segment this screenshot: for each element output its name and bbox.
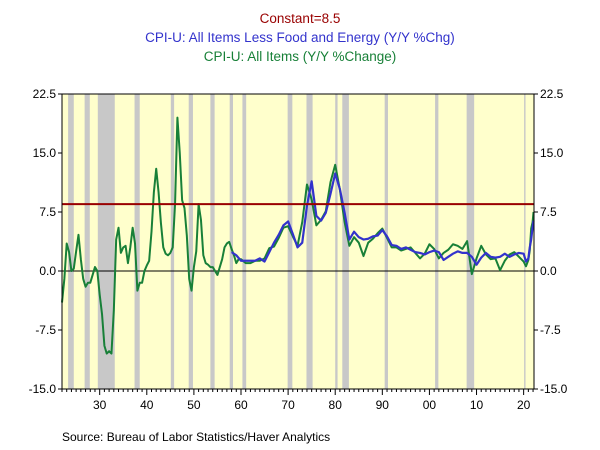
recession-band-15: [466, 94, 475, 389]
x-tick-label: 50: [187, 398, 201, 412]
y-tick-label-left: 15.0: [33, 146, 57, 160]
x-tick-label: 20: [517, 398, 531, 412]
recession-band-8: [242, 94, 247, 389]
y-tick-label-left: -7.5: [35, 323, 56, 337]
recession-band-16: [524, 94, 526, 389]
x-tick-label: 90: [376, 398, 390, 412]
series-layer: [61, 116, 535, 355]
x-tick-label: 60: [234, 398, 248, 412]
recession-band-9: [287, 94, 293, 389]
recession-band-6: [210, 94, 215, 389]
recession-band-0: [68, 94, 74, 389]
y-tick-label-left: -15.0: [29, 382, 57, 396]
recession-band-13: [384, 94, 388, 389]
x-tick-label: 80: [329, 398, 343, 412]
x-tick-label: 70: [281, 398, 295, 412]
recession-bands: [68, 94, 526, 389]
legend: Constant=8.5 CPI-U: All Items Less Food …: [145, 11, 455, 64]
core-cpi-line: [230, 172, 535, 266]
y-axis-left: 22.5 15.0 7.5 0.0 -7.5 -15.0: [29, 87, 62, 396]
legend-entry-core-cpi: CPI-U: All Items Less Food and Energy (Y…: [145, 30, 455, 45]
recession-band-12: [342, 94, 349, 389]
y-axis-right: 22.5 15.0 7.5 0.0 -7.5 -15.0: [534, 87, 568, 396]
legend-entry-all-items-cpi: CPI-U: All Items (Y/Y %Change): [204, 49, 397, 64]
recession-band-14: [435, 94, 439, 389]
recession-band-11: [335, 94, 338, 389]
x-tick-label: 40: [140, 398, 154, 412]
x-axis: 30 40 50 60 70 80 90 00 10 20: [61, 389, 534, 412]
recession-band-5: [188, 94, 193, 389]
x-tick-label: 00: [423, 398, 437, 412]
recession-band-10: [306, 94, 313, 389]
y-tick-label-left: 0.0: [39, 264, 56, 278]
source-note: Source: Bureau of Labor Statistics/Haver…: [62, 430, 330, 444]
recession-band-3: [134, 94, 140, 389]
y-tick-label-right: 7.5: [540, 205, 557, 219]
y-tick-label-left: 7.5: [39, 205, 56, 219]
y-tick-label-left: 22.5: [33, 87, 57, 101]
y-tick-label-right: 0.0: [540, 264, 557, 278]
legend-entry-constant: Constant=8.5: [260, 11, 341, 26]
y-tick-label-right: -7.5: [540, 323, 561, 337]
y-tick-label-right: 22.5: [540, 87, 564, 101]
y-tick-label-right: 15.0: [540, 146, 564, 160]
x-tick-label: 30: [93, 398, 107, 412]
y-tick-label-right: -15.0: [540, 382, 568, 396]
recession-band-7: [229, 94, 233, 389]
x-tick-label: 10: [470, 398, 484, 412]
recession-band-1: [84, 94, 90, 389]
